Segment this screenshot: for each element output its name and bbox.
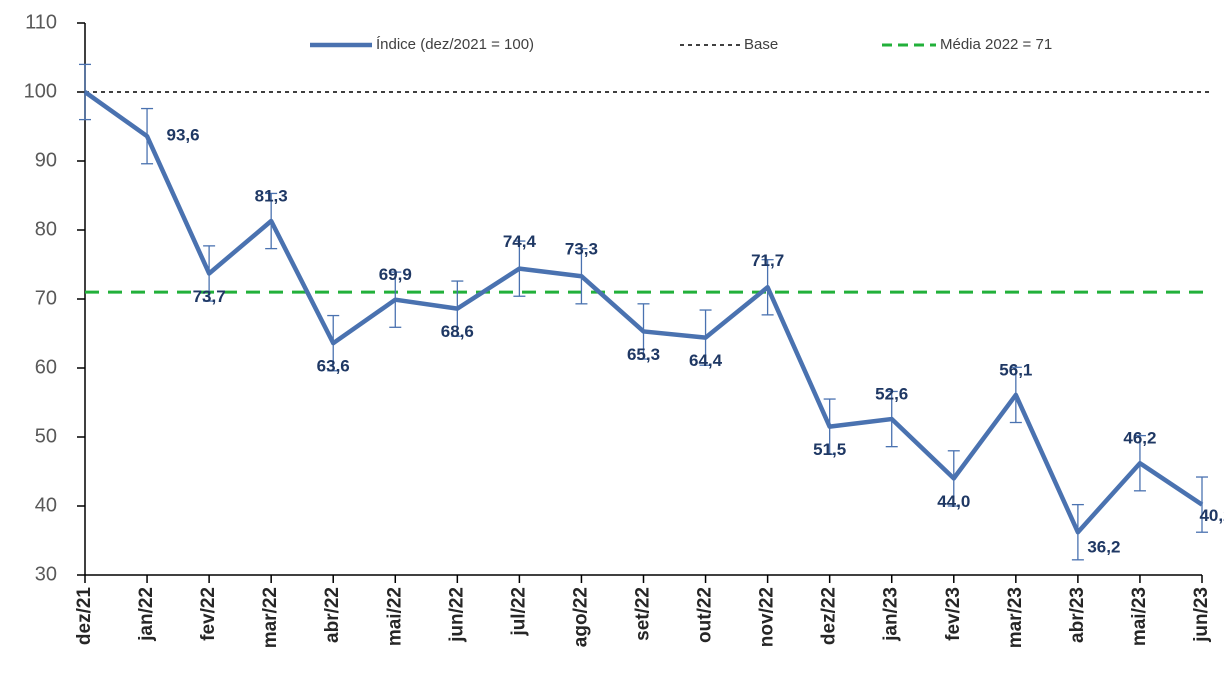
x-tick-label: jun/22 xyxy=(446,587,467,643)
x-tick-label: mar/23 xyxy=(1005,587,1026,648)
data-label: 64,4 xyxy=(689,351,723,370)
x-tick-label: jan/23 xyxy=(881,587,902,642)
y-tick-label: 70 xyxy=(35,287,57,309)
x-tick-label: dez/22 xyxy=(819,587,840,645)
x-tick-label: out/22 xyxy=(695,587,716,643)
data-label: 56,1 xyxy=(999,360,1032,379)
x-tick-label: nov/22 xyxy=(757,587,778,647)
x-tick-label: dez/21 xyxy=(74,587,95,646)
data-label: 44,0 xyxy=(937,492,970,511)
data-label: 63,6 xyxy=(317,357,350,376)
data-label: 73,3 xyxy=(565,240,598,259)
y-tick-label: 80 xyxy=(35,218,57,240)
legend-label: Índice (dez/2021 = 100) xyxy=(376,36,534,53)
y-tick-label: 50 xyxy=(35,425,57,447)
data-label: 46,2 xyxy=(1123,429,1156,448)
y-tick-label: 30 xyxy=(35,563,57,585)
x-tick-label: jan/22 xyxy=(136,587,157,642)
data-label: 93,6 xyxy=(167,126,200,145)
x-tick-label: set/22 xyxy=(633,587,654,641)
x-tick-label: abr/22 xyxy=(322,587,343,643)
x-tick-label: jul/22 xyxy=(508,587,529,637)
x-tick-label: abr/23 xyxy=(1067,587,1088,643)
y-tick-label: 40 xyxy=(35,494,57,516)
data-label: 40,2 xyxy=(1199,506,1224,525)
x-tick-label: mai/23 xyxy=(1129,587,1150,646)
data-label: 69,9 xyxy=(379,265,412,284)
data-label: 51,5 xyxy=(813,440,846,459)
data-label: 71,7 xyxy=(751,251,784,270)
data-label: 68,6 xyxy=(441,322,474,341)
x-tick-label: fev/23 xyxy=(943,587,964,641)
x-tick-label: ago/22 xyxy=(570,587,591,647)
y-tick-label: 60 xyxy=(35,356,57,378)
y-tick-label: 100 xyxy=(24,80,57,102)
data-label: 36,2 xyxy=(1087,538,1120,557)
series-line xyxy=(83,90,1204,535)
data-label: 81,3 xyxy=(255,187,288,206)
x-tick-label: mai/22 xyxy=(384,587,405,646)
x-tick-label: jun/23 xyxy=(1191,587,1212,643)
x-tick-label: mar/22 xyxy=(260,587,281,648)
data-label: 65,3 xyxy=(627,345,660,364)
x-tick-label: fev/22 xyxy=(198,587,219,641)
legend-label: Base xyxy=(744,36,778,53)
data-label: 73,7 xyxy=(193,287,226,306)
data-label: 52,6 xyxy=(875,385,908,404)
legend-label: Média 2022 = 71 xyxy=(940,36,1052,53)
y-tick-label: 110 xyxy=(25,11,57,33)
data-label: 74,4 xyxy=(503,232,537,251)
y-tick-label: 90 xyxy=(35,149,57,171)
